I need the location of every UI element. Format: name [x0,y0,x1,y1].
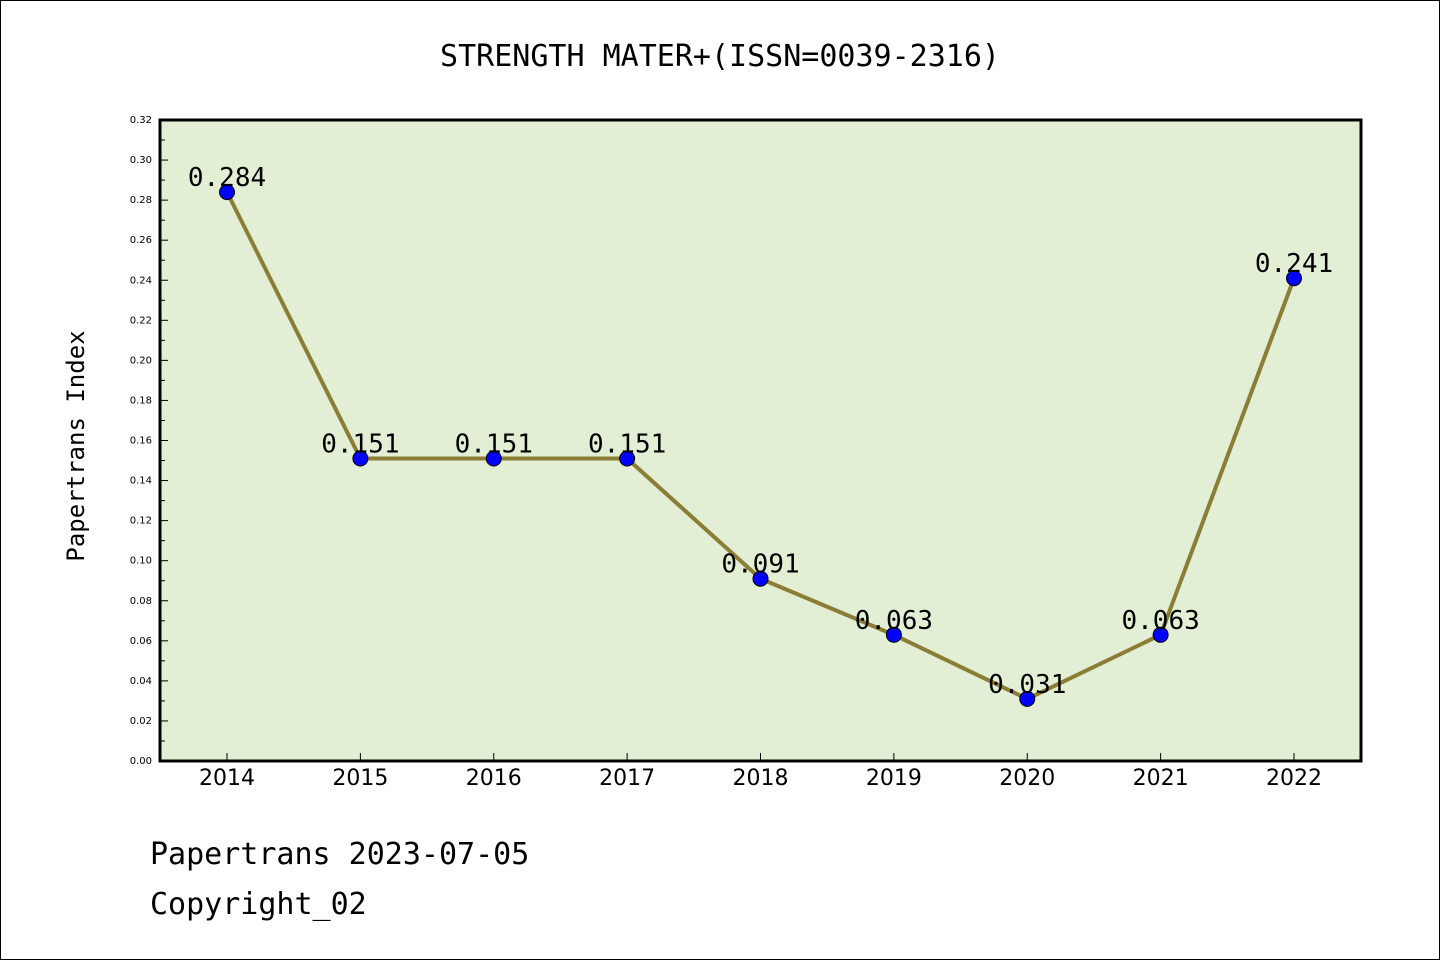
y-tick-label: 0.16 [130,436,152,447]
data-point [352,450,369,467]
x-tick-label: 2018 [733,766,789,791]
data-point [1286,270,1302,287]
x-tick-label: 2014 [199,766,255,791]
plot-area [158,118,1363,763]
x-tick-label: 2021 [1133,766,1189,791]
data-label: 0.151 [588,430,666,460]
data-point [619,450,636,467]
x-tick-label: 2020 [999,766,1055,791]
series-layer: 0.284 0.151 0.151 0.151 0.091 0.063 0.031 0.063… [188,163,1333,707]
y-axis-label: Papertrans Index [62,330,90,561]
data-label: 0.091 [721,550,799,580]
x-tick-label: 2017 [599,766,655,791]
y-tick-label: 0.08 [130,596,152,607]
y-tick-label: 0.26 [130,235,152,246]
y-tick-label: 0.00 [130,756,152,767]
footer-copyright: Copyright_02 [150,887,367,922]
data-point [752,570,769,587]
data-label: 0.284 [188,163,266,193]
data-label: 0.031 [988,670,1066,700]
data-point [885,626,902,643]
data-point [1019,690,1036,707]
data-point [485,450,502,467]
y-tick-label: 0.14 [130,476,152,487]
x-tick-label: 2016 [466,766,522,791]
y-tick-label: 0.24 [130,275,152,286]
y-tick-label: 0.12 [130,516,152,527]
y-tick-label: 0.32 [130,115,152,126]
x-tick-label: 2015 [332,766,388,791]
x-tick-label: 2022 [1266,766,1322,791]
y-tick-label: 0.20 [130,355,152,366]
y-tick-label: 0.22 [130,315,152,326]
y-tick-label: 0.10 [130,556,152,567]
data-point [1152,626,1169,643]
y-tick-label: 0.06 [130,636,152,647]
y-axis: 0.00 0.02 0.04 0.06 0.08 0.10 0.12 0.14 0.16 0.18… [130,115,168,767]
y-tick-label: 0.04 [130,676,152,687]
data-label: 0.151 [455,430,533,460]
data-label: 0.063 [1121,606,1199,636]
y-tick-label: 0.18 [130,395,152,406]
data-point [219,184,235,201]
chart-title: STRENGTH MATER+(ISSN=0039-2316) [440,39,1000,74]
data-label: 0.151 [321,430,399,460]
y-tick-label: 0.28 [130,195,152,206]
x-axis: 2014 2015 2016 2017 2018 2019 2020 2021 2022 [199,753,1322,791]
y-tick-label: 0.30 [130,155,152,166]
footer-date: Papertrans 2023-07-05 [150,837,529,872]
data-label: 0.241 [1255,249,1333,279]
data-label: 0.063 [855,606,933,636]
x-tick-label: 2019 [866,766,922,791]
y-tick-label: 0.02 [130,716,152,727]
